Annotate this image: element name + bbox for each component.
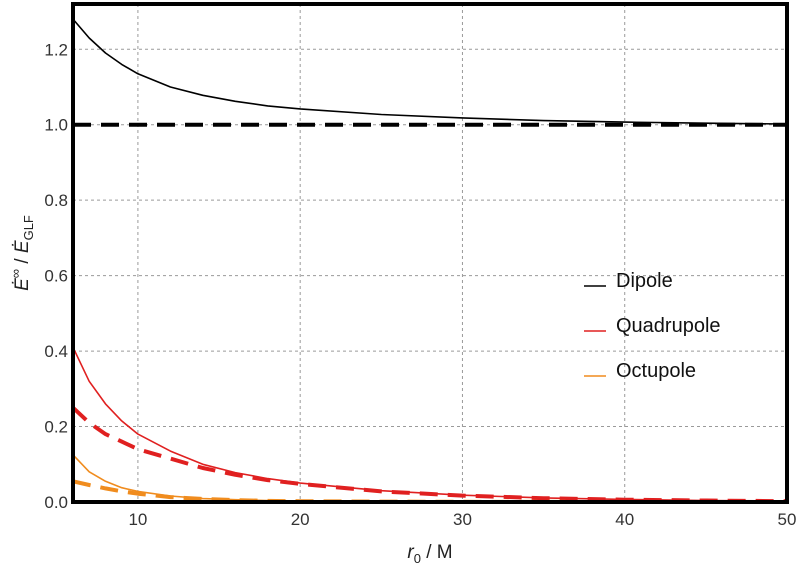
plot-frame: [71, 2, 789, 504]
x-tick-label: 10: [128, 510, 147, 529]
x-tick-label: 40: [615, 510, 634, 529]
x-tick-label: 20: [291, 510, 310, 529]
y-tick-label: 0.8: [44, 191, 68, 210]
legend-label: Octupole: [616, 360, 696, 382]
legend-label: Dipole: [616, 270, 673, 292]
tick-labels: 10 20 30 40 50 0.0 0.2 0.4 0.6 0.8 1.0 1.2: [44, 40, 796, 529]
y-tick-label: 0.6: [44, 267, 68, 286]
y-axis-label: Ė∞ / ĖGLF: [8, 215, 36, 291]
y-tick-label: 0.0: [44, 493, 68, 512]
y-tick-label: 0.2: [44, 418, 68, 437]
dipole-solid-line: [72, 18, 788, 125]
legend: Dipole Quadrupole Octupole: [584, 270, 721, 382]
legend-label: Quadrupole: [616, 315, 721, 337]
grid: [73, 4, 788, 503]
quadrupole-solid-line: [72, 346, 788, 502]
y-tick-label: 0.4: [44, 342, 68, 361]
series-lines: [71, 18, 788, 504]
y-tick-label: 1.0: [44, 116, 68, 135]
x-tick-label: 50: [778, 510, 797, 529]
y-tick-label: 1.2: [44, 40, 68, 59]
x-tick-label: 30: [453, 510, 472, 529]
x-axis-label: r0 / M: [407, 542, 452, 566]
